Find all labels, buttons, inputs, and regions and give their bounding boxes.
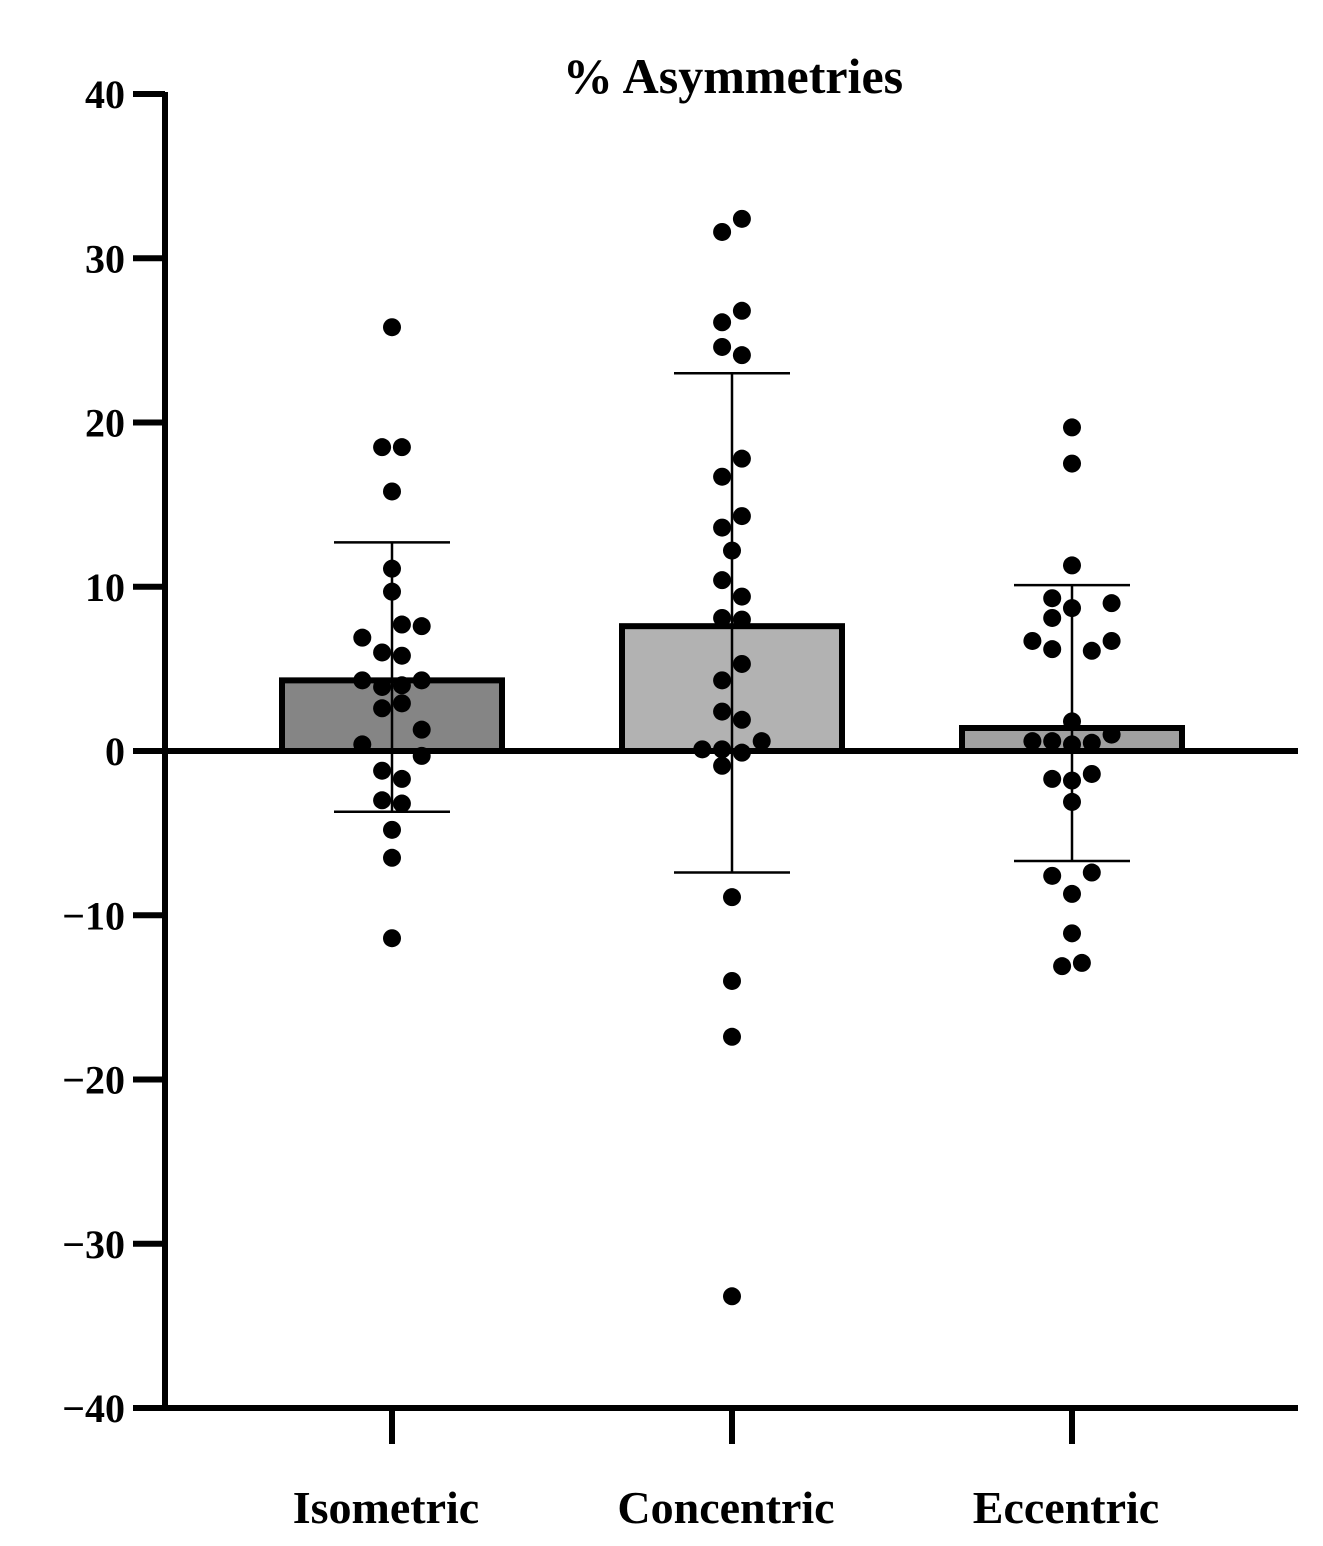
data-point-eccentric-17 (1043, 769, 1062, 788)
data-point-concentric-7 (713, 467, 732, 486)
data-point-eccentric-5 (1063, 599, 1081, 618)
data-point-isometric-21 (392, 769, 411, 788)
x-tick-label-concentric: Concentric (617, 1482, 834, 1533)
data-point-isometric-16 (392, 694, 411, 713)
chart-title: % Asymmetries (563, 48, 903, 104)
data-points-layer (353, 209, 1121, 1306)
data-point-concentric-24 (723, 888, 741, 907)
data-point-concentric-1 (713, 222, 732, 241)
data-point-eccentric-16 (1082, 733, 1101, 752)
y-tick-label-5: −10 (62, 893, 125, 938)
data-point-eccentric-20 (1063, 792, 1081, 811)
data-point-eccentric-9 (1043, 640, 1062, 659)
data-point-eccentric-23 (1063, 884, 1081, 903)
y-tick-label-1: 30 (85, 236, 125, 281)
data-point-isometric-15 (373, 699, 392, 718)
data-point-isometric-26 (383, 929, 401, 948)
data-point-isometric-4 (383, 559, 401, 578)
data-point-isometric-12 (373, 677, 392, 696)
data-point-concentric-13 (713, 608, 732, 627)
data-point-isometric-22 (373, 791, 392, 810)
data-point-concentric-14 (732, 610, 751, 629)
y-tick-label-0: 40 (85, 72, 125, 117)
data-point-isometric-3 (383, 482, 401, 501)
data-point-eccentric-13 (1023, 732, 1042, 751)
data-point-eccentric-4 (1102, 594, 1121, 613)
data-point-eccentric-8 (1102, 631, 1121, 650)
data-point-concentric-27 (723, 1287, 741, 1306)
data-point-eccentric-0 (1063, 418, 1081, 437)
y-tick-label-3: 10 (85, 565, 125, 610)
data-point-eccentric-24 (1063, 924, 1081, 943)
data-point-isometric-10 (392, 646, 411, 665)
y-ticks-layer: 40 30 20 10 0 −10 −20 −30 −40 (62, 72, 165, 1431)
y-tick-label-6: −20 (62, 1058, 125, 1103)
data-point-isometric-20 (373, 761, 392, 780)
data-point-isometric-17 (412, 720, 431, 739)
data-point-isometric-7 (412, 617, 431, 636)
data-point-isometric-9 (373, 643, 392, 662)
data-point-eccentric-7 (1023, 631, 1042, 650)
data-point-eccentric-6 (1043, 608, 1062, 627)
x-tick-label-isometric: Isometric (293, 1482, 479, 1533)
data-point-concentric-5 (732, 346, 751, 365)
data-point-isometric-23 (392, 794, 411, 813)
data-point-isometric-6 (392, 615, 411, 634)
data-point-eccentric-25 (1053, 957, 1072, 976)
data-point-eccentric-22 (1082, 863, 1101, 882)
data-point-concentric-17 (713, 702, 732, 721)
data-point-concentric-4 (713, 337, 732, 356)
data-point-isometric-11 (353, 671, 372, 690)
data-point-concentric-8 (732, 507, 751, 526)
x-ticks-layer: Isometric Concentric Eccentric (293, 1408, 1159, 1533)
data-point-concentric-12 (732, 587, 751, 606)
data-point-concentric-18 (732, 710, 751, 729)
data-point-isometric-5 (383, 582, 401, 601)
error-bars-layer (334, 371, 1130, 874)
data-point-concentric-16 (713, 671, 732, 690)
data-point-isometric-0 (383, 318, 401, 337)
data-point-eccentric-2 (1063, 556, 1081, 575)
data-point-eccentric-11 (1063, 712, 1081, 731)
data-point-concentric-0 (732, 209, 751, 228)
y-tick-label-4: 0 (105, 729, 125, 774)
data-point-eccentric-21 (1043, 866, 1062, 885)
axes-layer (162, 92, 1298, 1411)
data-point-isometric-8 (353, 628, 372, 647)
data-point-isometric-2 (392, 438, 411, 457)
data-point-concentric-25 (723, 971, 741, 990)
data-point-concentric-9 (713, 518, 732, 537)
data-point-eccentric-3 (1043, 589, 1062, 608)
data-point-isometric-14 (412, 671, 431, 690)
data-point-isometric-24 (383, 820, 401, 839)
data-point-concentric-11 (713, 571, 732, 590)
data-point-eccentric-12 (1102, 725, 1121, 744)
data-point-concentric-6 (732, 449, 751, 468)
data-point-concentric-19 (752, 732, 771, 751)
data-point-eccentric-26 (1072, 953, 1091, 972)
y-tick-label-8: −40 (62, 1386, 125, 1431)
x-tick-label-eccentric: Eccentric (973, 1482, 1159, 1533)
data-point-eccentric-18 (1063, 771, 1081, 790)
data-point-concentric-3 (713, 313, 732, 332)
data-point-concentric-15 (732, 654, 751, 673)
data-point-isometric-25 (383, 848, 401, 867)
data-point-concentric-23 (713, 756, 732, 775)
data-point-eccentric-1 (1063, 454, 1081, 473)
y-tick-label-2: 20 (85, 401, 125, 446)
data-point-eccentric-19 (1082, 764, 1101, 783)
data-point-isometric-13 (392, 676, 411, 695)
data-point-eccentric-14 (1043, 732, 1062, 751)
data-point-isometric-1 (373, 438, 392, 457)
data-point-eccentric-10 (1082, 641, 1101, 660)
data-point-concentric-26 (723, 1027, 741, 1046)
data-point-concentric-10 (723, 541, 741, 560)
y-tick-label-7: −30 (62, 1222, 125, 1267)
data-point-concentric-2 (732, 301, 751, 320)
